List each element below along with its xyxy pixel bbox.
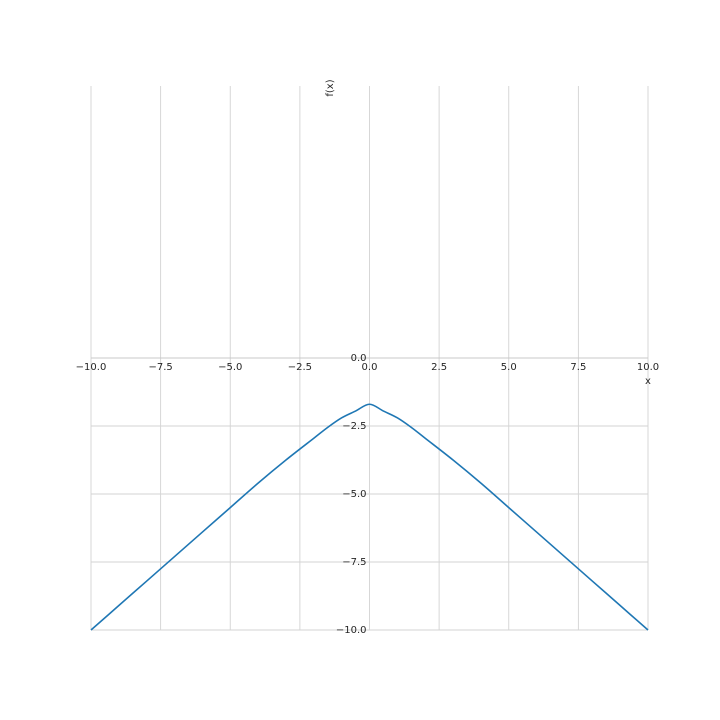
y-gridlines [91, 425, 648, 631]
x-tick-label: −10.0 [76, 362, 107, 373]
x-tick-label: 0.0 [362, 362, 378, 373]
x-tick-labels: −10.0 −7.5 −5.0 −2.5 0.0 2.5 5.0 7.5 10.0 [76, 362, 659, 373]
y-tick-labels: −10.0 −7.5 −5.0 −2.5 0.0 [336, 353, 367, 636]
y-tick-label: −7.5 [342, 557, 366, 568]
x-tick-label: 5.0 [501, 362, 517, 373]
x-tick-label: −2.5 [288, 362, 312, 373]
y-tick-label: −2.5 [342, 421, 366, 432]
series-line-f-x [90, 403, 649, 631]
x-tick-label: −7.5 [148, 362, 172, 373]
y-tick-label: −10.0 [336, 625, 367, 636]
x-axis-label: x [645, 376, 651, 387]
x-tick-label: 7.5 [570, 362, 586, 373]
x-tick-label: −5.0 [218, 362, 242, 373]
y-axis-label: f(x) [325, 79, 336, 96]
x-tick-label: 10.0 [637, 362, 659, 373]
y-tick-label: −5.0 [342, 489, 366, 500]
x-tick-label: 2.5 [431, 362, 447, 373]
y-tick-label: 0.0 [351, 353, 367, 364]
